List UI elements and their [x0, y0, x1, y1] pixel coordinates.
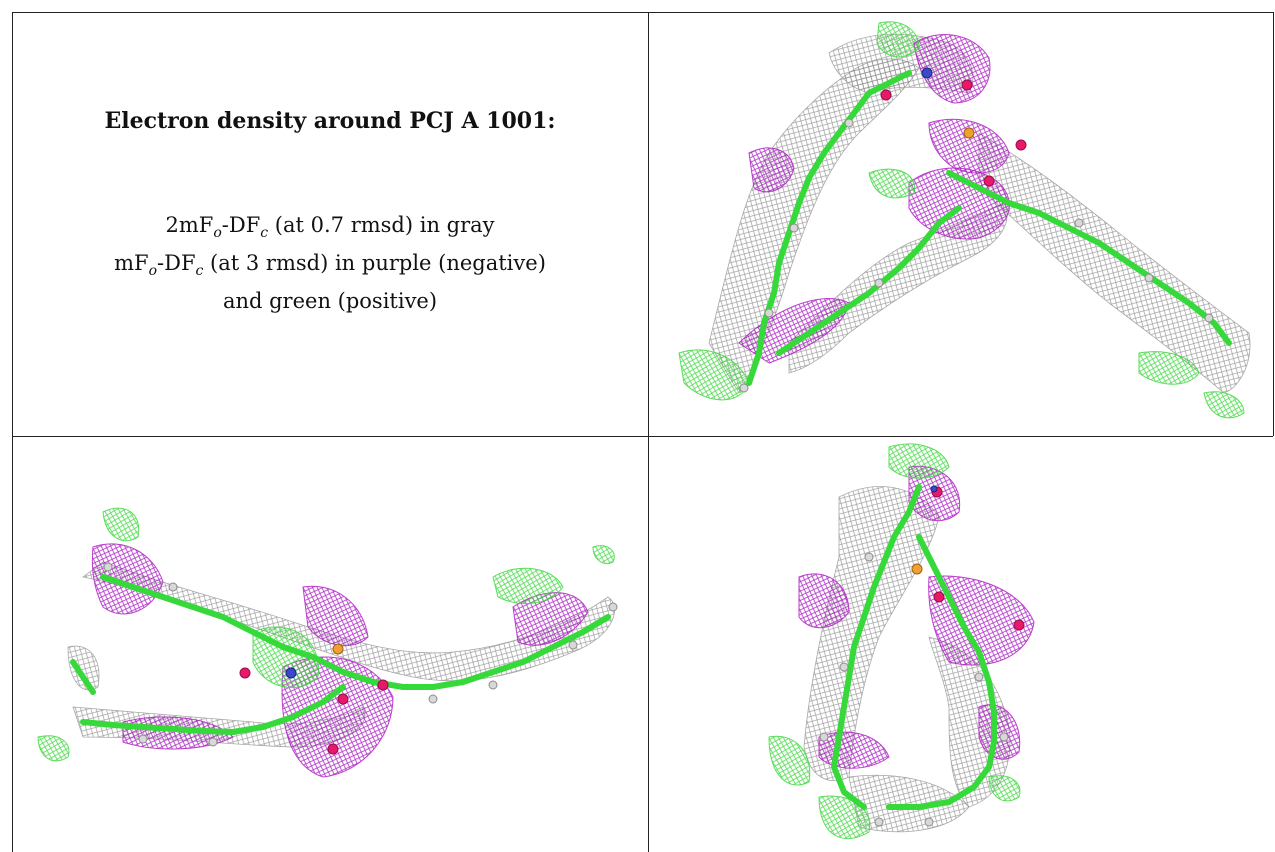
- legend-fofc-sub-o: o: [148, 263, 158, 280]
- carbon-chain-left: [746, 70, 912, 386]
- legend-fofc-prefix: mF: [114, 251, 149, 276]
- purple-density-mid: [302, 585, 369, 647]
- purple-density-left: [798, 573, 850, 629]
- hydrogen-atom: [789, 223, 799, 233]
- green-density-right: [492, 567, 564, 605]
- green-density-bottom: [818, 795, 871, 840]
- gray-density-left-stub: [67, 645, 100, 691]
- density-view-1-image: [678, 21, 1251, 419]
- green-density-right-top: [592, 545, 615, 564]
- density-view-2: [13, 437, 648, 852]
- hydrogen-atom: [764, 308, 774, 318]
- nitrogen-atom: [285, 667, 297, 679]
- carbon-chain-right: [886, 534, 997, 810]
- hydrogen-atom: [168, 582, 178, 592]
- table-left-border: [12, 12, 13, 852]
- hydrogen-atom: [208, 737, 218, 747]
- hydrogen-atom: [1144, 273, 1154, 283]
- green-density-left: [768, 735, 811, 786]
- oxygen-atom: [1015, 139, 1027, 151]
- legend-line-colors: and green (positive): [222, 289, 438, 314]
- nitrogen-atom: [921, 67, 933, 79]
- oxygen-atom: [337, 693, 349, 705]
- oxygen-atom: [983, 175, 995, 187]
- legend-line-fofc: mFo-DFc (at 3 rmsd) in purple (negative): [12, 248, 648, 286]
- hydrogen-atom: [924, 817, 934, 827]
- hydrogen-atom: [819, 732, 829, 742]
- hydrogen-atom: [1204, 313, 1214, 323]
- hydrogen-atom: [864, 552, 874, 562]
- hydrogen-atom: [844, 118, 854, 128]
- legend-2fofc-sub-o: o: [213, 225, 222, 242]
- phosphorus-atom: [963, 127, 975, 139]
- oxygen-atom: [880, 89, 892, 101]
- oxygen-atom: [327, 743, 339, 755]
- carbon-chain-upper: [100, 574, 611, 690]
- hydrogen-atom: [739, 383, 749, 393]
- legend-2fofc-mid: -DF: [221, 213, 261, 237]
- purple-density-lower-right: [978, 704, 1021, 760]
- green-density-bottom-right: [1138, 351, 1200, 385]
- density-view-3-image: [768, 443, 1035, 840]
- table-center-border: [648, 12, 649, 852]
- table-top-border: [12, 12, 1273, 13]
- purple-density-left: [91, 543, 164, 615]
- phosphorus-atom: [332, 643, 344, 655]
- table-middle-border: [12, 436, 1273, 437]
- caption-title: Electron density around PCJ A 1001:: [104, 108, 556, 134]
- oxygen-atom: [961, 79, 973, 91]
- green-density-right-lower: [988, 775, 1021, 802]
- green-density-top: [876, 21, 920, 58]
- hydrogen-atom: [608, 602, 618, 612]
- hydrogen-atom: [874, 817, 884, 827]
- carbon-chain-left: [831, 484, 922, 810]
- hydrogen-atom: [974, 672, 984, 682]
- purple-density-center: [281, 656, 394, 778]
- oxygen-atom: [1013, 619, 1025, 631]
- density-view-1: [649, 13, 1273, 436]
- hydrogen-atom: [839, 662, 849, 672]
- green-density-top: [888, 443, 950, 479]
- legend-line-2fofc: 2mFo-DFc (at 0.7 rmsd) in gray: [12, 210, 648, 248]
- purple-density-left: [748, 147, 795, 193]
- density-view-2-image: [37, 507, 618, 778]
- green-density-right-edge: [1203, 391, 1245, 419]
- legend-fofc-mid: -DF: [157, 251, 196, 276]
- green-density-center: [868, 168, 916, 199]
- legend-fofc-suffix: (at 3 rmsd) in purple (negative): [203, 251, 546, 276]
- oxygen-atom: [933, 591, 945, 603]
- phosphorus-atom: [911, 563, 923, 575]
- hydrogen-atom: [488, 680, 498, 690]
- legend-2fofc-suffix: (at 0.7 rmsd) in gray: [268, 213, 495, 237]
- hydrogen-atom: [103, 562, 113, 572]
- hydrogen-atom: [874, 278, 884, 288]
- carbon-chain-stub: [70, 659, 96, 695]
- carbon-chain-lower: [80, 684, 346, 735]
- table-right-border: [1273, 12, 1274, 436]
- oxygen-atom: [239, 667, 251, 679]
- purple-density-right: [928, 575, 1035, 666]
- legend-2fofc-sub-c: c: [260, 225, 269, 242]
- oxygen-atom: [377, 679, 389, 691]
- caption-legend: 2mFo-DFc (at 0.7 rmsd) in gray mFo-DFc (…: [12, 210, 648, 316]
- hydrogen-atom: [428, 694, 438, 704]
- purple-density-lower-left: [818, 731, 890, 769]
- nitrogen-atom: [930, 485, 938, 493]
- hydrogen-atom: [1074, 218, 1084, 228]
- gray-density-lower-chain: [788, 202, 1008, 374]
- green-density-top-left: [102, 507, 140, 542]
- legend-2fofc-prefix: 2mF: [165, 213, 214, 237]
- density-view-3: [649, 437, 1273, 852]
- caption-cell: Electron density around PCJ A 1001: 2mFo…: [12, 12, 648, 436]
- purple-density-mid: [928, 118, 1010, 174]
- carbon-chain-lower: [776, 205, 962, 356]
- hydrogen-atom: [138, 734, 148, 744]
- hydrogen-atom: [568, 640, 578, 650]
- hydrogen-atom: [999, 732, 1009, 742]
- green-density-far-left: [37, 735, 70, 762]
- legend-fofc-sub-c: c: [195, 263, 204, 280]
- carbon-chain-right: [946, 170, 1232, 346]
- gray-density-right-arm: [978, 132, 1251, 394]
